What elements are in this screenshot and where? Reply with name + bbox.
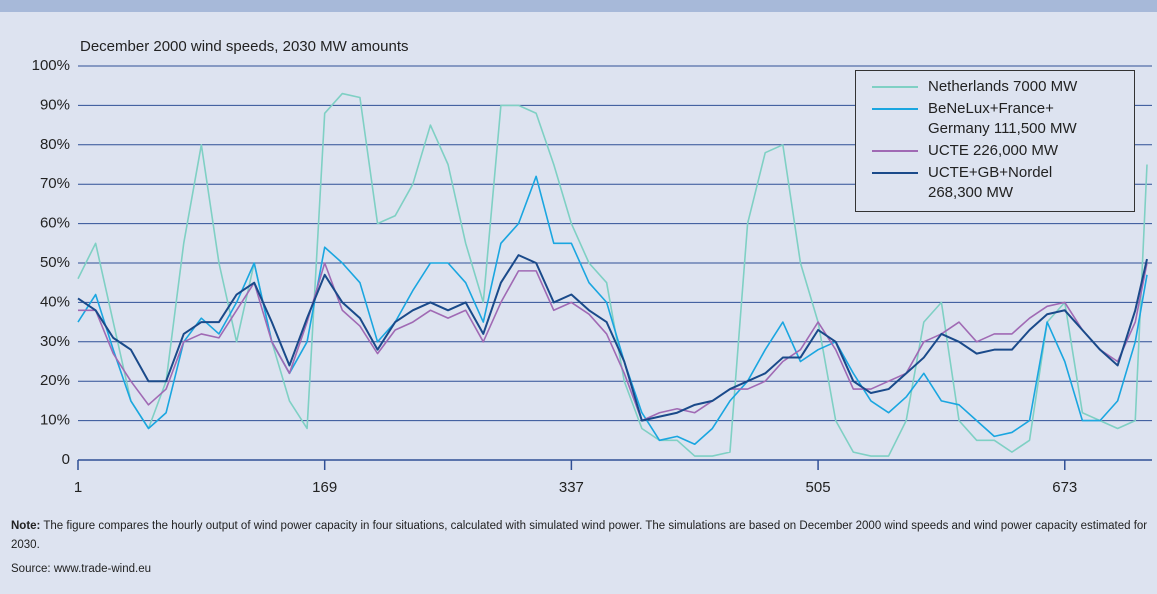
chart-title: December 2000 wind speeds, 2030 MW amoun… [80,38,409,55]
y-tick-label: 40% [40,293,70,310]
source: Source: www.trade-wind.eu [11,563,151,575]
legend-item: BeNeLux+France+ Germany 111,500 MW [856,99,1134,139]
y-tick-label: 10% [40,412,70,429]
y-tick-label: 20% [40,372,70,389]
top-band [0,0,1157,12]
legend-item: UCTE 226,000 MW [856,141,1134,161]
legend-label: BeNeLux+France+ Germany 111,500 MW [928,100,1077,137]
legend-item: Netherlands 7000 MW [856,77,1134,97]
y-tick-label: 60% [40,215,70,232]
y-tick-label: 90% [40,96,70,113]
legend-label: UCTE+GB+Nordel 268,300 MW [928,164,1053,201]
x-tick-label: 1 [74,479,82,496]
y-tick-label: 0 [62,451,70,468]
y-tick-label: 80% [40,136,70,153]
y-tick-label: 100% [32,57,70,74]
legend-item: UCTE+GB+Nordel 268,300 MW [856,163,1134,203]
legend-swatch [872,86,918,88]
legend-swatch [872,150,918,152]
y-tick-label: 70% [40,175,70,192]
note-label: Note: [11,520,41,532]
legend-label: Netherlands 7000 MW [928,78,1078,95]
x-tick-label: 337 [559,479,584,496]
chart: December 2000 wind speeds, 2030 MW amoun… [32,38,1152,496]
series-line [78,262,1148,422]
series-line [77,254,1148,422]
y-tick-label: 50% [40,254,70,271]
legend-swatch [872,172,918,174]
y-tick-label: 30% [40,333,70,350]
x-tick-label: 169 [312,479,337,496]
x-tick-label: 505 [806,479,831,496]
legend: Netherlands 7000 MW BeNeLux+France+ Germa… [855,70,1135,212]
series-line [77,175,1148,446]
legend-swatch [872,108,918,110]
note-text: The figure compares the hourly output of… [11,520,1148,551]
x-tick-label: 673 [1052,479,1077,496]
note: Note: The figure compares the hourly out… [11,517,1151,555]
legend-label: UCTE 226,000 MW [928,142,1059,159]
